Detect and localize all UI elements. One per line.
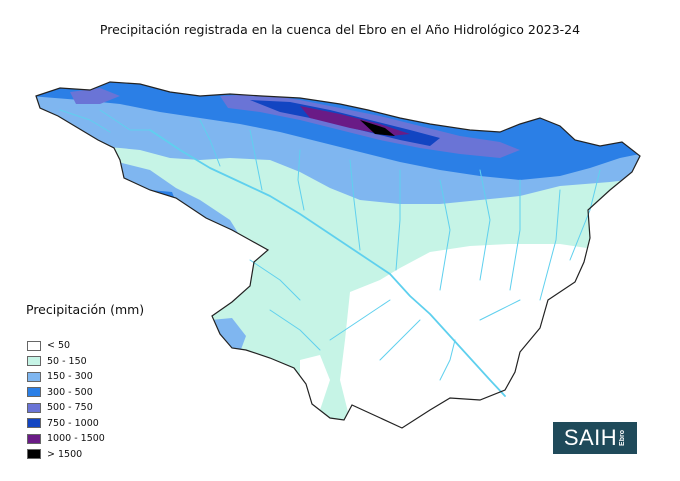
legend: < 50 50 - 150 150 - 300 300 - 500 500 - …: [27, 338, 105, 462]
legend-label: > 1500: [47, 448, 83, 460]
legend-item: 1000 - 1500: [27, 431, 105, 447]
zone-gt-1500: [360, 120, 395, 136]
zone-150-300-west: [118, 162, 240, 236]
legend-swatch: [27, 371, 41, 382]
tributary-5: [395, 169, 401, 271]
tributary-3: [297, 149, 305, 211]
legend-swatch: [27, 449, 41, 460]
legend-label: 300 - 500: [47, 386, 93, 398]
legend-item: > 1500: [27, 447, 105, 463]
legend-label: 750 - 1000: [47, 417, 99, 429]
legend-swatch: [27, 340, 41, 351]
legend-swatch: [27, 387, 41, 398]
legend-item: 50 - 150: [27, 354, 105, 370]
river-network: [59, 109, 601, 397]
tributary-14: [479, 299, 521, 321]
saih-ebro-logo: SAIH Ebro: [553, 422, 637, 454]
tributary-10: [569, 169, 601, 261]
tributary-1: [199, 119, 221, 167]
tributary-13: [439, 339, 456, 381]
tributary-6: [439, 179, 451, 291]
legend-item: 300 - 500: [27, 385, 105, 401]
legend-swatch: [27, 356, 41, 367]
tributary-12: [379, 319, 421, 361]
tributary-11: [329, 299, 391, 341]
legend-item: 750 - 1000: [27, 416, 105, 432]
legend-label: 1000 - 1500: [47, 433, 105, 445]
tributary-18: [59, 109, 111, 133]
ebro-river: [149, 129, 506, 397]
tributary-2: [249, 129, 263, 191]
legend-label: 50 - 150: [47, 355, 87, 367]
tributary-17: [99, 109, 151, 131]
tributary-8: [509, 179, 521, 291]
legend-item: 150 - 300: [27, 369, 105, 385]
legend-item: 500 - 750: [27, 400, 105, 416]
legend-label: 150 - 300: [47, 371, 93, 383]
legend-item: < 50: [27, 338, 105, 354]
zone-500-750-nw: [70, 88, 120, 104]
legend-swatch: [27, 418, 41, 429]
legend-swatch: [27, 433, 41, 444]
legend-title: Precipitación (mm): [26, 302, 145, 317]
logo-sub-text: Ebro: [619, 430, 627, 446]
logo-main-text: SAIH: [563, 425, 618, 450]
tributary-16: [269, 309, 321, 351]
legend-label: 500 - 750: [47, 402, 93, 414]
tributary-9: [539, 189, 561, 301]
tributary-4: [349, 159, 361, 251]
tributary-7: [479, 169, 491, 281]
tributary-15: [249, 259, 301, 301]
map-title: Precipitación registrada en la cuenca de…: [99, 22, 581, 37]
legend-label: < 50: [47, 340, 71, 352]
legend-swatch: [27, 402, 41, 413]
